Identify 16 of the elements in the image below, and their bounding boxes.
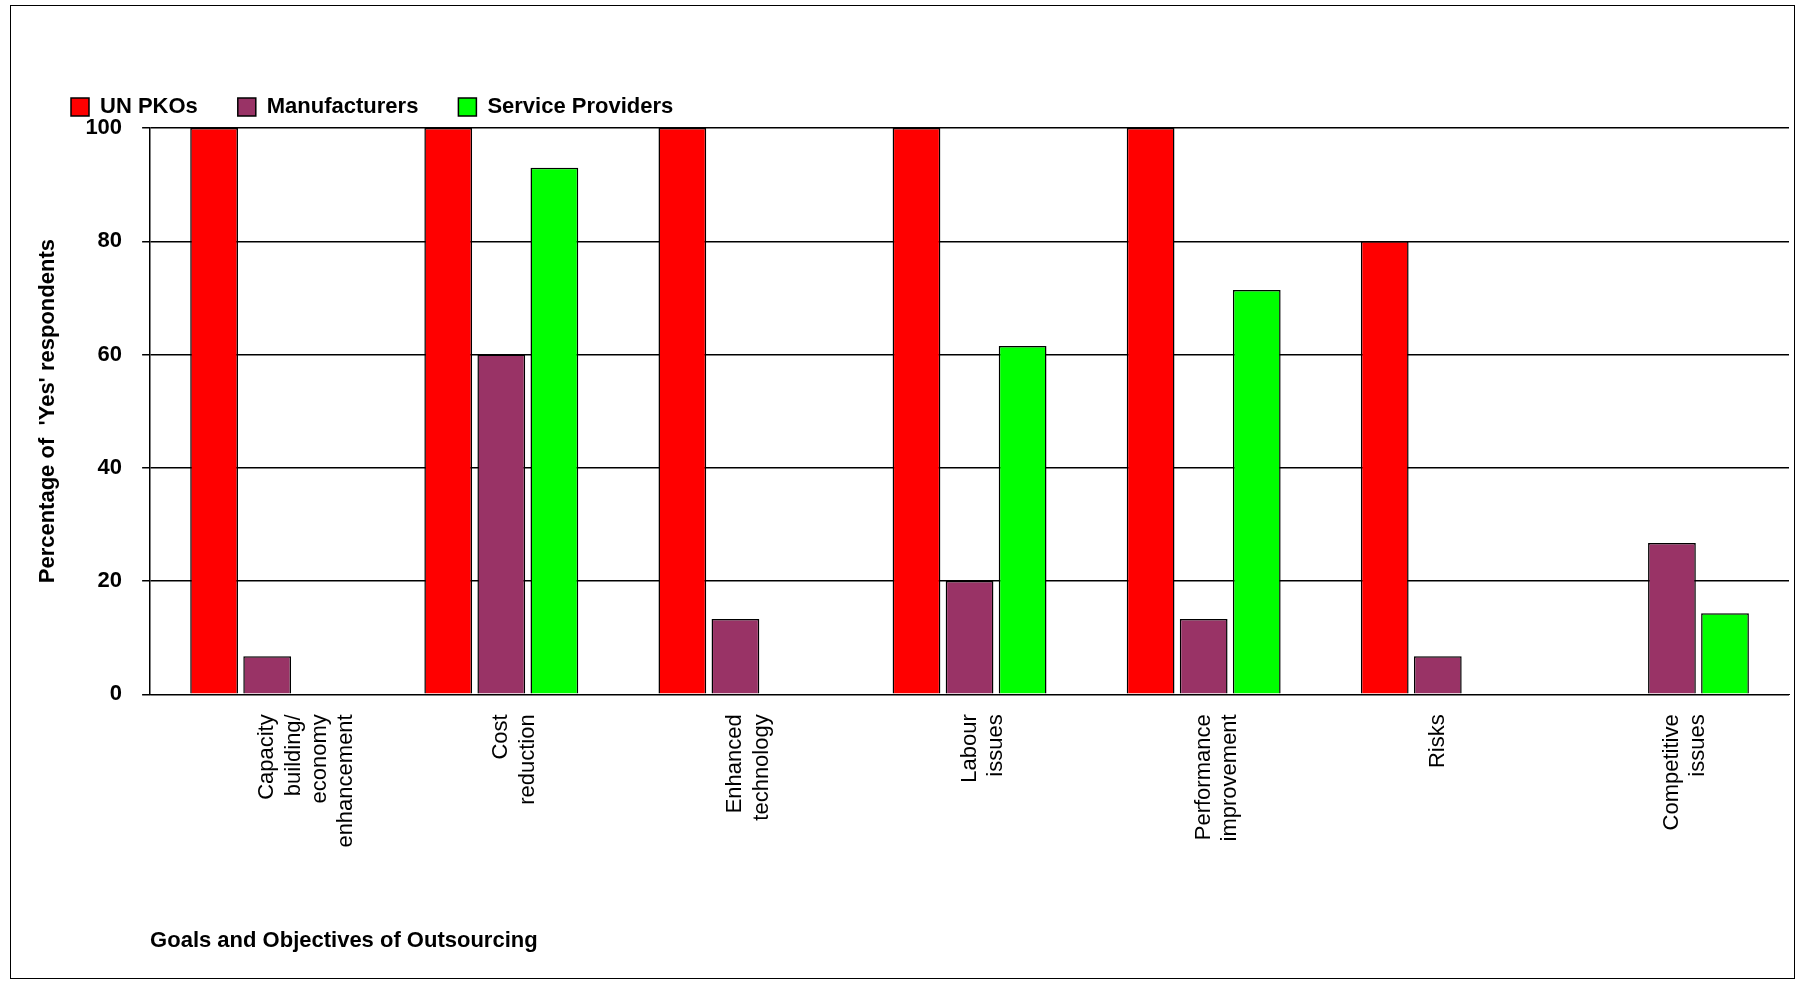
legend-label: Manufacturers (266, 93, 419, 119)
y-tick-label: 80 (97, 227, 123, 253)
x-tick-label: Labour issues (955, 714, 1008, 783)
x-tick-label: Risks (1423, 714, 1449, 769)
x-tick-label: Competitive issues (1658, 714, 1710, 831)
y-tick-label: 40 (97, 453, 123, 479)
y-axis-title: Percentage of 'Yes' respondents (34, 239, 60, 584)
x-tick-label: Performance improvement (1189, 714, 1242, 842)
x-axis-title: Goals and Objectives of Outsourcing (150, 926, 538, 952)
y-tick-label: 60 (97, 340, 123, 366)
legend-label: Service Providers (487, 93, 674, 119)
x-tick-label: Cost reduction (487, 714, 539, 805)
x-tick-label: Capacity building/ economy enhancement (253, 713, 358, 848)
y-tick-label: 20 (97, 567, 123, 593)
y-tick-label: 0 (109, 680, 123, 706)
x-tick-label: Enhanced technology (721, 714, 773, 821)
